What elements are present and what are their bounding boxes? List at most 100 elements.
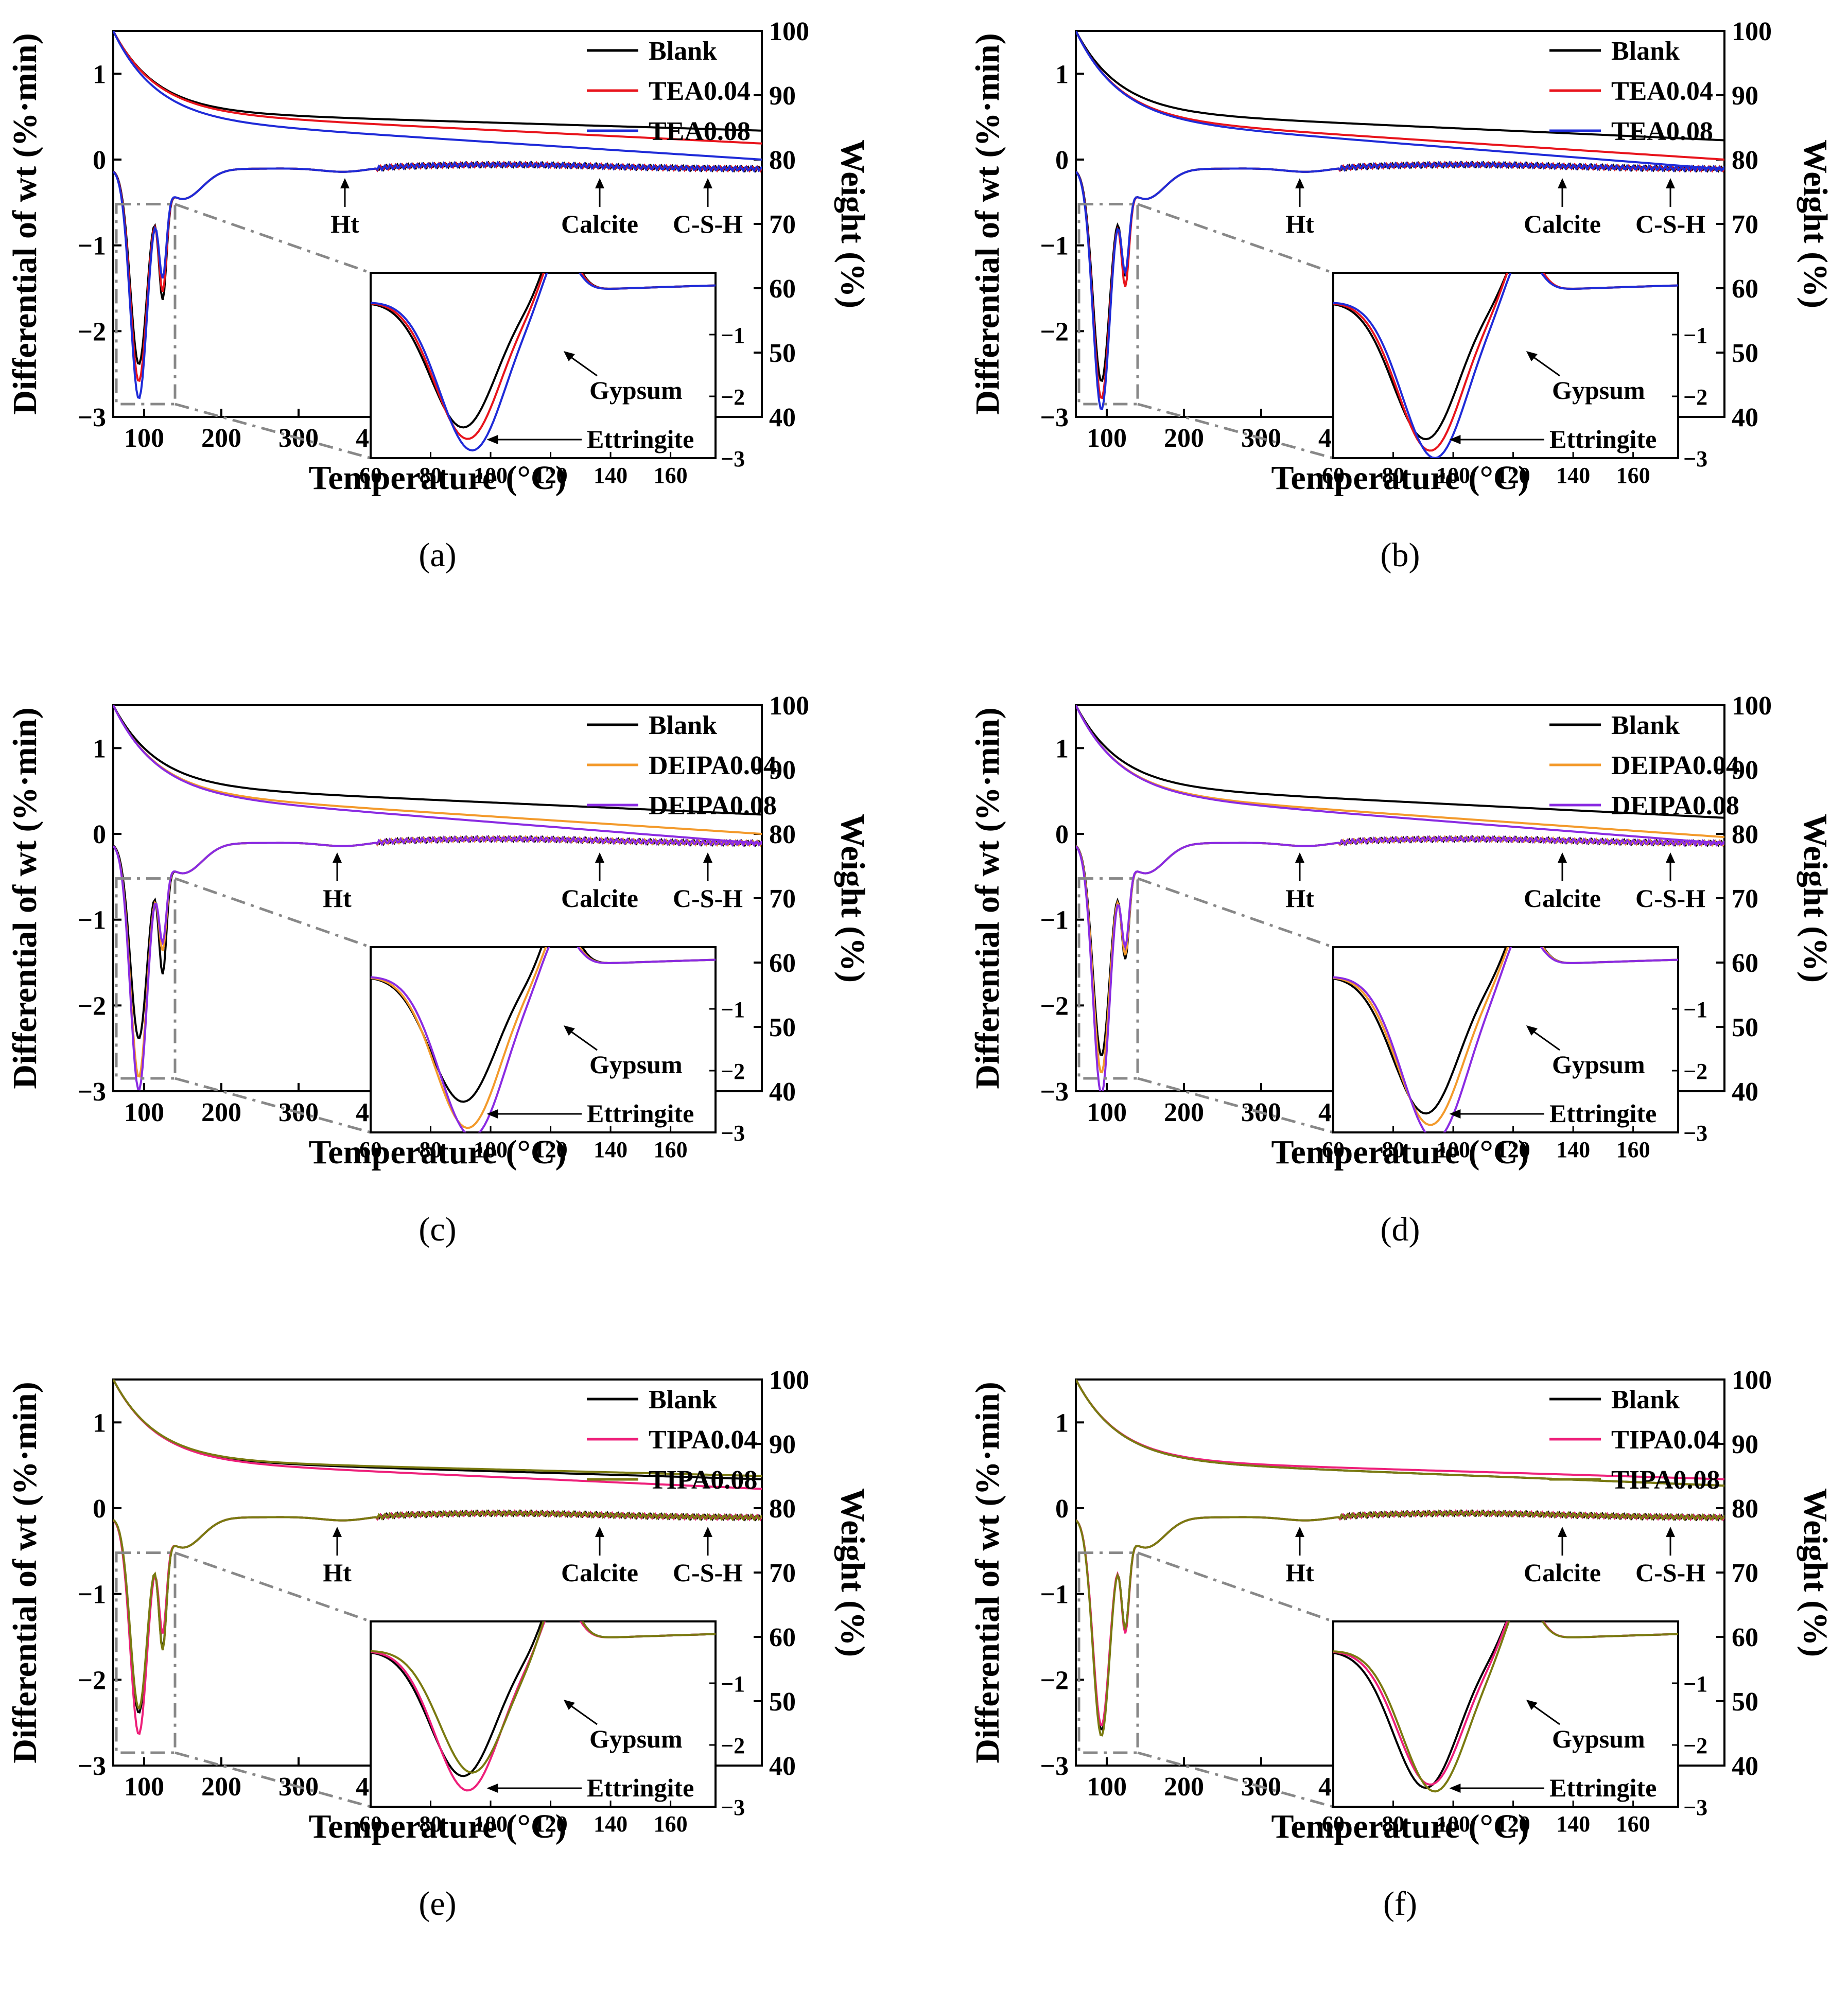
inset-x-tick-label: 100 — [474, 463, 508, 488]
gypsum-arrowhead — [563, 351, 575, 361]
zoom-box — [1077, 203, 1139, 406]
inset-x-tick-label: 80 — [1382, 1811, 1405, 1837]
annotation-arrowhead — [703, 852, 712, 863]
annotation-arrowhead — [1558, 1527, 1567, 1537]
y-right-tick-label: 50 — [1732, 1013, 1758, 1042]
y-right-tick-label: 80 — [769, 146, 796, 175]
y-left-tick-label: −2 — [1040, 991, 1069, 1021]
zoom-connector — [175, 203, 371, 274]
weight-curve-TEA0.04 — [1076, 31, 1724, 161]
weight-curve-TEA0.08 — [1076, 31, 1724, 170]
annotation-arrowhead — [595, 178, 604, 188]
x-tick-label: 100 — [1087, 424, 1127, 453]
y-right-tick-label: 60 — [769, 949, 796, 978]
y-left-tick-label: 1 — [93, 734, 106, 763]
y-right-tick-label: 50 — [1732, 1687, 1758, 1717]
y-right-tick-label: 40 — [1732, 1077, 1758, 1107]
y-right-tick-label: 50 — [1732, 339, 1758, 368]
legend-entry: TEA0.08 — [649, 117, 751, 146]
x-tick-label: 100 — [1087, 1772, 1127, 1802]
y-right-tick-label: 80 — [1732, 146, 1758, 175]
y-left-tick-label: −1 — [77, 906, 106, 935]
y-left-tick-label: −2 — [77, 317, 106, 346]
y-right-tick-label: 60 — [1732, 1623, 1758, 1652]
ettringite-arrowhead — [1449, 1784, 1461, 1793]
zoom-connector — [1137, 1751, 1334, 1808]
inset-x-tick-label: 140 — [1556, 1137, 1590, 1162]
legend-entry: TEA0.04 — [649, 77, 751, 106]
annotation-arrowhead — [1666, 1527, 1675, 1537]
weight-curve-DEIPA0.08 — [1076, 705, 1724, 845]
inset-x-tick-label: 160 — [654, 463, 688, 488]
annotation-arrowhead — [703, 1527, 712, 1537]
y-right-axis-label: Weight (%) — [1797, 814, 1834, 983]
legend-entry: DEIPA0.08 — [649, 791, 777, 820]
inset-label-ettringite: Ettringite — [1549, 1099, 1657, 1128]
legend-entry: Blank — [649, 711, 717, 740]
weight-curve-TIPA0.08 — [113, 1380, 762, 1477]
y-right-tick-label: 100 — [769, 691, 809, 721]
y-right-axis-label: Weight (%) — [1797, 1488, 1834, 1657]
y-right-tick-label: 40 — [1732, 403, 1758, 432]
inset-x-tick-label: 100 — [1436, 1137, 1470, 1162]
y-left-axis-label: Differential of wt (%·min) — [6, 33, 44, 414]
y-left-tick-label: −3 — [1040, 1752, 1069, 1781]
weight-curve-TEA0.04 — [113, 31, 762, 145]
y-left-tick-label: 1 — [1055, 1408, 1069, 1438]
y-right-tick-label: 50 — [769, 1013, 796, 1042]
inset-x-tick-label: 120 — [1496, 1137, 1530, 1162]
weight-curve-TIPA0.04 — [113, 1380, 762, 1490]
y-right-tick-label: 70 — [1732, 210, 1758, 239]
legend-entry: Blank — [1611, 1385, 1680, 1415]
panel-a: 100200300400500600700800−3−2−10140506070… — [6, 17, 871, 574]
annotation-arrowhead — [595, 1527, 604, 1537]
legend-entry: TIPA0.08 — [649, 1465, 757, 1495]
legend-entry: DEIPA0.04 — [649, 751, 777, 780]
y-right-tick-label: 100 — [1732, 17, 1772, 46]
panel-label: (a) — [419, 536, 456, 574]
inset-curve-DEIPA0.08 — [371, 947, 716, 1132]
inset-label-ettringite: Ettringite — [587, 425, 694, 453]
panel-c: 100200300400500600700800−3−2−10140506070… — [6, 691, 871, 1248]
ettringite-arrowhead — [486, 1784, 498, 1793]
inset-x-tick-label: 60 — [359, 1137, 382, 1162]
annotation-label: C-S-H — [1635, 209, 1705, 238]
inset-x-tick-label: 140 — [594, 463, 627, 488]
inset-plot-area — [1333, 273, 1678, 458]
inset-label-gypsum: Gypsum — [589, 1724, 683, 1753]
gypsum-arrowhead — [1526, 1025, 1538, 1036]
inset-y-tick-label: −2 — [1683, 385, 1707, 410]
inset-label-gypsum: Gypsum — [1552, 376, 1645, 405]
legend-entry: Blank — [649, 1385, 717, 1415]
y-right-tick-label: 70 — [769, 1559, 796, 1588]
legend-entry: TEA0.08 — [1611, 117, 1713, 146]
inset-plot-area — [1333, 1621, 1678, 1793]
inset-x-tick-label: 120 — [1496, 463, 1530, 488]
inset-y-tick-label: −3 — [1683, 1121, 1707, 1146]
inset-label-gypsum: Gypsum — [589, 1050, 683, 1079]
inset-label-ettringite: Ettringite — [587, 1099, 694, 1128]
y-right-tick-label: 90 — [769, 1430, 796, 1459]
y-left-axis-label: Differential of wt (%·min) — [6, 707, 44, 1089]
x-axis-label: Temperature (°C) — [1271, 459, 1529, 497]
y-left-tick-label: −2 — [1040, 317, 1069, 346]
zoom-box — [115, 203, 177, 406]
inset-plot-area — [371, 1621, 716, 1792]
inset-curve-TEA0.08 — [371, 273, 716, 452]
annotation-label: Calcite — [1524, 1558, 1601, 1587]
zoom-box — [1077, 877, 1139, 1080]
dtg-curve-TIPA0.08 — [1076, 1509, 1724, 1737]
weight-curve-DEIPA0.04 — [113, 705, 762, 835]
weight-curve-DEIPA0.08 — [113, 705, 762, 845]
y-right-tick-label: 80 — [769, 1494, 796, 1524]
y-left-tick-label: −3 — [1040, 1077, 1069, 1107]
legend-entry: Blank — [649, 37, 717, 66]
weight-curve-Blank — [113, 31, 762, 132]
y-right-tick-label: 40 — [1732, 1752, 1758, 1781]
dtg-curve-DEIPA0.08 — [113, 834, 762, 1091]
y-right-tick-label: 50 — [769, 339, 796, 368]
panel-label: (b) — [1381, 536, 1420, 574]
legend-entry: Blank — [1611, 37, 1680, 66]
inset-curve-DEIPA0.08 — [1333, 947, 1678, 1132]
plot-area — [113, 705, 762, 1091]
